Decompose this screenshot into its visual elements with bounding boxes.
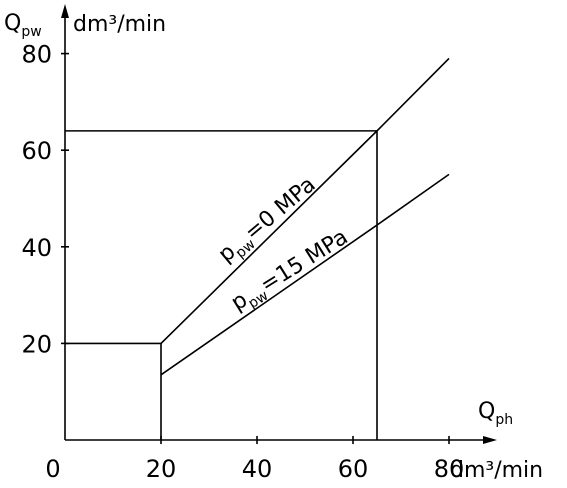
- y-axis-label-sub: pw: [21, 24, 41, 40]
- y-axis-arrow: [61, 4, 69, 18]
- x-axis: [65, 436, 497, 444]
- y-ticks: 20 40 60 80: [21, 41, 69, 358]
- y-tick-label: 60: [21, 137, 52, 165]
- y-tick-label: 40: [21, 234, 52, 262]
- y-axis: [61, 4, 69, 440]
- x-axis-arrow: [483, 436, 497, 444]
- x-tick-label: 20: [146, 455, 177, 483]
- series-line-1: [160, 173, 450, 376]
- x-tick-label: 80: [434, 455, 465, 483]
- y-axis-label-main: Q: [4, 11, 21, 36]
- series-line-0: [65, 57, 450, 345]
- x-ticks: 0 20 40 60 80: [45, 436, 464, 483]
- y-tick-label: 80: [21, 41, 52, 69]
- series-lines: [65, 57, 450, 376]
- x-axis-unit: dm³/min: [450, 458, 543, 483]
- x-tick-label: 0: [45, 455, 60, 483]
- x-axis-label-main: Q: [478, 399, 495, 424]
- y-axis-label: Qpw: [4, 11, 42, 40]
- series-label-0-rest: =0 MPa: [240, 172, 321, 245]
- y-axis-unit: dm³/min: [73, 12, 166, 37]
- x-axis-label: Qph: [478, 399, 513, 428]
- x-tick-label: 60: [338, 455, 369, 483]
- y-tick-label: 20: [21, 330, 52, 358]
- x-axis-label-sub: ph: [495, 412, 513, 428]
- x-tick-label: 40: [242, 455, 273, 483]
